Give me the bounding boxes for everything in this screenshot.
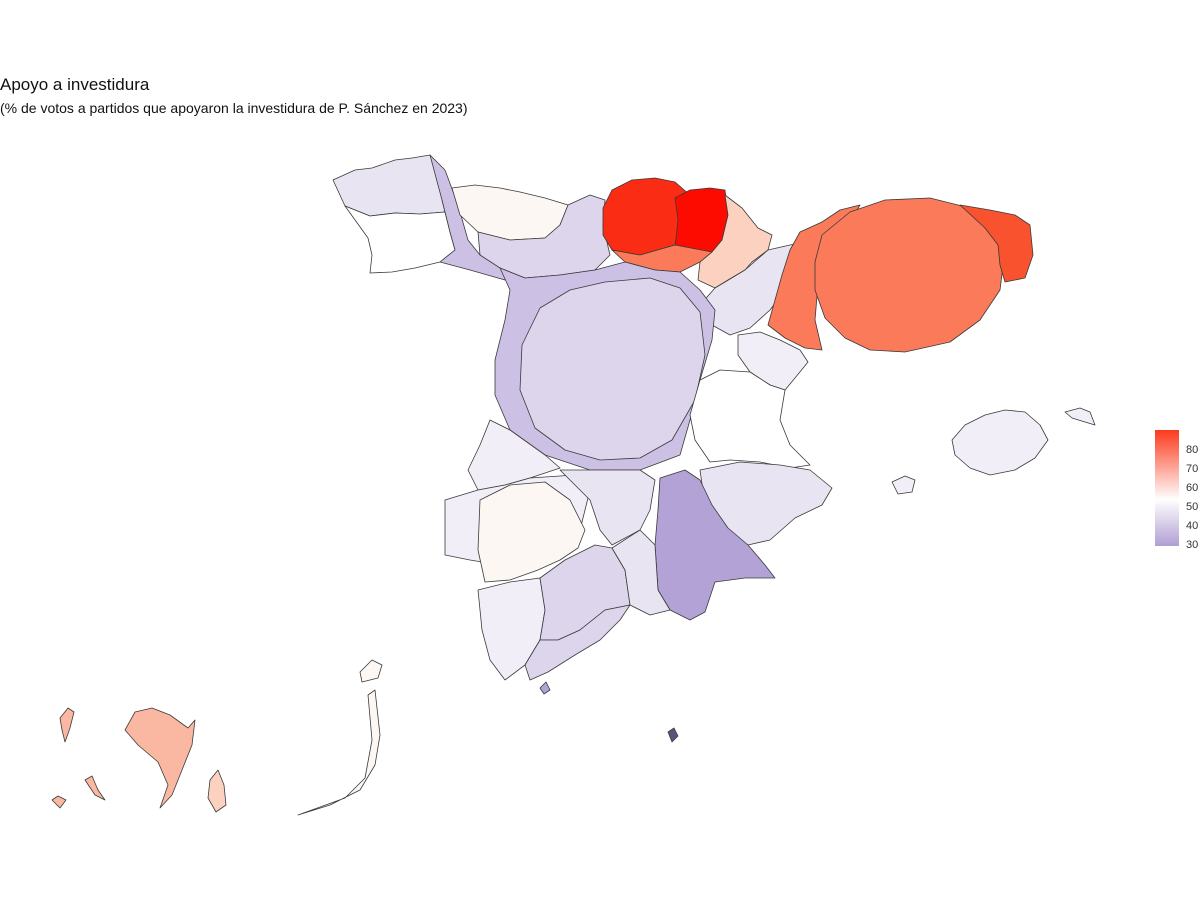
legend-tick [1179,545,1184,546]
legend-tick-label: 50 [1186,501,1199,513]
region-mallorca [951,409,1049,476]
legend-tick [1179,469,1184,470]
region-badajoz-cream [477,481,586,583]
color-legend: 80 70 60 50 40 30 [1155,430,1200,551]
region-cataluna-west [767,204,861,351]
legend-tick-label: 80 [1186,444,1199,456]
region-asturias [451,184,569,241]
region-ciudad-real [559,469,656,546]
region-gomera [84,775,106,801]
region-galicia-west [344,205,456,274]
region-ceuta [539,681,551,695]
region-valencia [689,369,811,469]
region-granada-almeria [611,529,671,616]
region-galicia-north [332,154,446,217]
map-subtitle: (% de votos a partidos que apoyaron la i… [0,100,468,116]
map-title: Apoyo a investidura [0,75,150,94]
region-madrid [519,277,706,461]
region-malaga-cadiz [524,604,631,681]
region-tenerife [124,707,196,809]
region-barcelona [814,197,1006,353]
legend-tick-label: 60 [1186,482,1199,494]
legend-tick [1179,507,1184,508]
region-menorca [1064,407,1096,426]
region-ibiza [891,475,916,495]
legend-tick-label: 30 [1186,539,1199,551]
region-gran-canaria [207,769,227,813]
region-la-palma [59,707,75,743]
region-melilla [667,727,679,743]
region-lanzarote [359,659,383,683]
region-girona [959,204,1034,283]
legend-tick [1179,488,1184,489]
legend-tick-label: 40 [1186,520,1199,532]
region-hierro [51,795,67,809]
legend-tick [1179,450,1184,451]
legend-colorbar [1155,430,1179,546]
legend-tick-label: 70 [1186,463,1199,475]
region-fuerteventura [297,689,381,816]
legend-tick [1179,526,1184,527]
